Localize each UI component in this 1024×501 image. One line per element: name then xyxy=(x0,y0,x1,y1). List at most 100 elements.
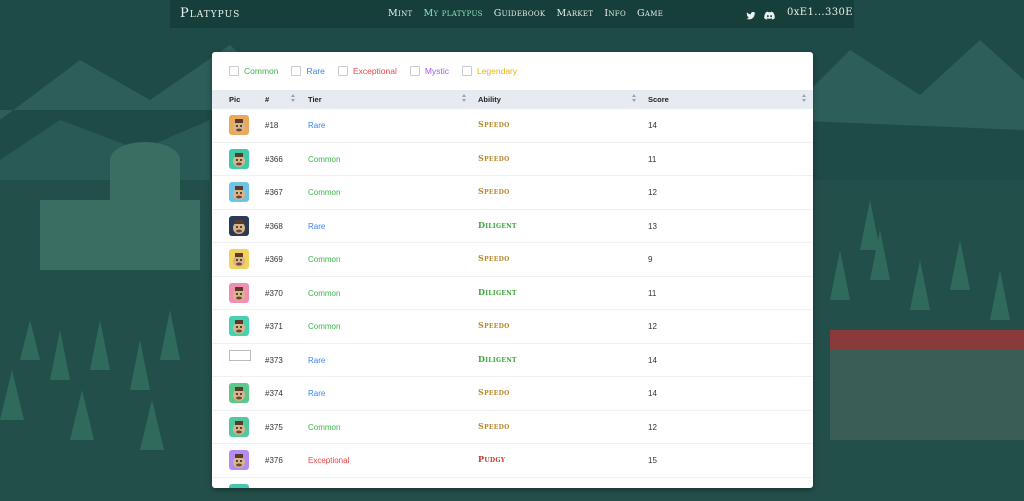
filter-label: Legendary xyxy=(476,66,518,76)
platypus-number: #375 xyxy=(265,422,283,432)
nav-link-info[interactable]: Info xyxy=(604,8,627,19)
score-value: 14 xyxy=(648,389,657,398)
header-score[interactable]: Score xyxy=(648,95,669,104)
table-row[interactable]: #368 Rare Diligent 13 xyxy=(212,210,813,243)
wallet-address-button[interactable]: 0xE1...330E xyxy=(787,7,853,18)
score-value: 15 xyxy=(648,456,657,465)
filter-checkbox[interactable] xyxy=(337,66,348,76)
platypus-avatar xyxy=(229,249,249,269)
platypus-number: #370 xyxy=(265,288,283,298)
filter-mystic[interactable]: Mystic xyxy=(409,66,449,76)
ability-label: Diligent xyxy=(478,219,517,230)
filter-label: Exceptional xyxy=(352,66,397,76)
score-value: 11 xyxy=(648,288,657,298)
score-value: 12 xyxy=(648,188,657,197)
header-number[interactable]: # xyxy=(265,95,270,104)
table-row[interactable]: #375 Common Speedo 12 xyxy=(212,411,813,444)
main-menu: Mint My platypus Guidebook Market Info G… xyxy=(388,8,674,19)
top-navbar: Platypus Mint My platypus Guidebook Mark… xyxy=(170,0,854,28)
ability-label: Speedo xyxy=(478,488,510,489)
score-value: 14 xyxy=(648,121,657,130)
filter-checkbox[interactable] xyxy=(461,66,472,76)
ability-label: Speedo xyxy=(478,320,510,330)
table-row[interactable]: #371 Common Speedo 12 xyxy=(212,310,813,344)
tier-label: Rare xyxy=(308,389,326,398)
platypus-number: #376 xyxy=(265,456,283,465)
platypus-avatar xyxy=(229,215,249,236)
header-ability[interactable]: Ability xyxy=(478,95,501,104)
filter-checkbox[interactable] xyxy=(409,66,420,76)
table-row[interactable]: #18 Rare Speedo 14 xyxy=(212,109,813,143)
tier-label: Common xyxy=(308,422,341,432)
sort-score-icon[interactable] xyxy=(802,94,807,104)
platypus-number: #18 xyxy=(265,121,279,130)
platypus-number: #374 xyxy=(265,389,283,398)
discord-icon[interactable] xyxy=(764,8,775,20)
tier-label: Common xyxy=(308,154,341,164)
platypus-avatar xyxy=(229,416,249,437)
filter-label: Mystic xyxy=(424,66,449,76)
table-row[interactable]: #376 Exceptional Pudgy 15 xyxy=(212,444,813,478)
platypus-avatar xyxy=(229,148,249,169)
sort-tier-icon[interactable] xyxy=(462,94,467,104)
score-value: 9 xyxy=(648,255,653,264)
ability-label: Speedo xyxy=(478,119,510,129)
sort-number-icon[interactable] xyxy=(291,94,296,104)
my-platypus-panel: Common Rare Exceptional Mystic Legendary… xyxy=(212,52,813,488)
table-row[interactable]: #374 Rare Speedo 14 xyxy=(212,377,813,411)
table-row[interactable]: #370 Common Diligent 11 xyxy=(212,277,813,310)
filter-common[interactable]: Common xyxy=(229,66,278,76)
platypus-number: #369 xyxy=(265,255,283,264)
nav-link-my-platypus[interactable]: My platypus xyxy=(423,8,483,19)
ability-label: Diligent xyxy=(478,286,517,297)
tier-label: Common xyxy=(308,288,341,298)
platypus-avatar xyxy=(229,282,249,303)
social-links xyxy=(746,8,775,20)
header-tier[interactable]: Tier xyxy=(308,95,322,104)
platypus-avatar xyxy=(229,383,249,403)
filter-rare[interactable]: Rare xyxy=(291,66,325,76)
twitter-icon[interactable] xyxy=(746,8,756,20)
ability-label: Speedo xyxy=(478,186,510,196)
platypus-avatar xyxy=(229,483,249,488)
filter-label: Rare xyxy=(306,66,325,76)
score-value: 13 xyxy=(648,221,657,231)
filter-checkbox[interactable] xyxy=(229,66,239,76)
table-header: Pic # Tier Ability Score xyxy=(212,90,813,109)
platypus-number: #373 xyxy=(265,355,283,365)
brand-logo[interactable]: Platypus xyxy=(180,6,241,21)
tier-label: Common xyxy=(308,322,341,331)
score-value: 14 xyxy=(648,355,657,365)
tier-filters: Common Rare Exceptional Mystic Legendary xyxy=(229,66,530,76)
platypus-number: #368 xyxy=(265,221,283,231)
ability-label: Speedo xyxy=(478,253,510,263)
platypus-avatar xyxy=(229,450,249,470)
platypus-avatar xyxy=(229,115,249,135)
tier-label: Exceptional xyxy=(308,456,350,465)
filter-checkbox[interactable] xyxy=(291,66,302,76)
platypus-number: #367 xyxy=(265,188,283,197)
tier-label: Common xyxy=(308,188,341,197)
nav-link-market[interactable]: Market xyxy=(556,8,594,19)
platypus-avatar xyxy=(229,349,251,361)
table-row[interactable]: #369 Common Speedo 9 xyxy=(212,243,813,277)
platypus-table-body: #18 Rare Speedo 14 #366 Common Speedo 11 #367 Com… xyxy=(212,109,813,488)
filter-exceptional[interactable]: Exceptional xyxy=(337,66,397,76)
filter-legendary[interactable]: Legendary xyxy=(461,66,518,76)
score-value: 12 xyxy=(648,322,657,331)
tier-label: Rare xyxy=(308,221,326,231)
table-row[interactable]: #377CommonSpeedo12 xyxy=(212,478,813,489)
ability-label: Diligent xyxy=(478,353,517,364)
table-row[interactable]: #367 Common Speedo 12 xyxy=(212,176,813,210)
ability-label: Speedo xyxy=(478,387,510,397)
ability-label: Pudgy xyxy=(478,454,506,464)
tier-label: Rare xyxy=(308,355,326,365)
nav-link-game[interactable]: Game xyxy=(637,8,664,19)
nav-link-mint[interactable]: Mint xyxy=(388,8,413,19)
nav-link-guidebook[interactable]: Guidebook xyxy=(493,8,546,19)
table-row[interactable]: #373 Rare Diligent 14 xyxy=(212,344,813,377)
table-row[interactable]: #366 Common Speedo 11 xyxy=(212,143,813,176)
platypus-number: #371 xyxy=(265,322,283,331)
header-pic: Pic xyxy=(229,95,241,104)
sort-ability-icon[interactable] xyxy=(632,94,637,104)
